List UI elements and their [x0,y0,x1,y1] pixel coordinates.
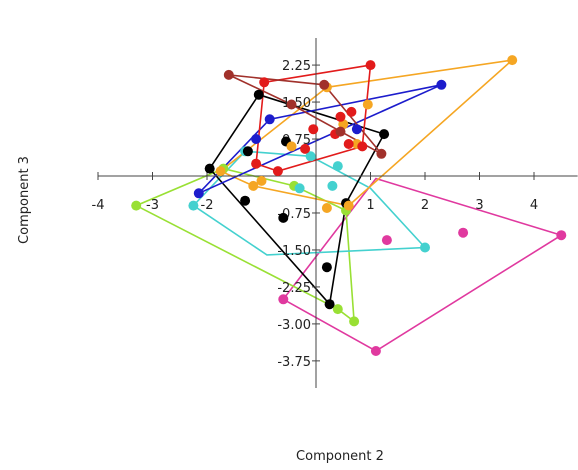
group-4-point [379,129,390,140]
y-axis-label: Component 3 [17,156,32,244]
group-1-point [458,227,469,238]
y-tick-label: -3.75 [277,355,311,370]
y-tick-label: 2.25 [282,59,311,74]
group-2-point [332,304,343,315]
y-tick-label: -1.50 [277,244,311,259]
group-2-point [349,316,360,327]
group-5-point [248,180,259,191]
group-3-point [420,242,430,253]
group-1-point [556,230,567,241]
group-4-point [242,146,253,157]
group-7-point [365,60,376,71]
group-7-point [335,111,346,122]
y-tick-label: -2.25 [277,281,311,296]
group-4-point [324,299,335,310]
group-6-hull [198,84,442,195]
group-3-point [188,200,199,211]
group-7-point [272,166,283,177]
x-tick-label: -3 [146,198,159,213]
group-8-point [376,148,387,159]
x-tick-label: -4 [92,198,105,213]
group-3-point [294,183,305,194]
x-tick-label: 2 [421,198,429,213]
group-3-point [305,151,316,162]
group-3-point [327,180,338,191]
group-5-point [321,203,332,213]
x-tick-label: 3 [475,198,483,213]
group-8-point [335,126,346,137]
x-tick-label: 1 [366,198,374,213]
group-8-point [319,79,330,90]
group-1-point [370,346,381,356]
group-4-point [204,163,215,174]
group-7-point [308,124,319,135]
group-5-point [507,55,518,66]
group-4-point [321,262,332,273]
group-8-point [223,69,234,80]
group-5-point [215,166,226,177]
group-3-point [332,161,343,172]
group-6-point [251,134,262,144]
group-6-point [436,79,447,90]
group-4-hull [208,93,386,306]
group-7-point [259,77,270,88]
group-1-point [278,294,289,305]
group-6-point [193,188,204,199]
x-tick-label: 4 [530,198,538,213]
group-2-hull [134,167,356,324]
data-points [131,55,567,356]
group-7-point [343,139,354,149]
group-1-point [381,235,392,246]
axes: -4 -3 -2 1 2 3 42.251.500.75-0.75-1.50-2.25-3.… [92,37,578,388]
y-tick-label: 1.50 [282,96,311,111]
group-7-point [346,106,357,117]
y-tick-label: -3.00 [277,318,311,333]
group-5-hull [219,58,515,207]
group-7-point [357,141,368,152]
group-4-point [278,212,289,223]
group-7-point [300,143,311,154]
group-5-point [362,99,373,110]
group-5-point [256,175,267,186]
group-4-point [253,89,264,100]
group-2-point [131,200,142,211]
group-6-point [351,124,362,135]
group-5-point [286,141,297,152]
group-8-point [286,99,297,110]
group-6-point [264,114,275,125]
group-4-point [240,195,251,206]
group-5-point [343,200,354,211]
x-tick-label: -2 [201,198,214,213]
x-axis-label: Component 2 [296,449,384,464]
group-7-point [251,158,262,169]
